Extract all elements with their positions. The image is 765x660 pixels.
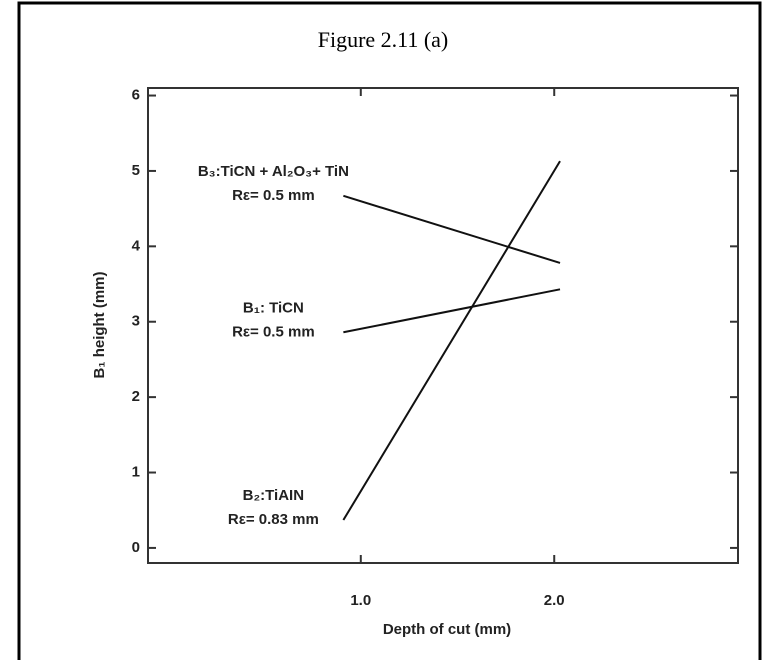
y-tick-label: 6 [132,87,140,104]
plot-area [147,87,739,564]
series-label: B₃:TiCN + Al₂O₃+ TiN [198,163,349,180]
series-label: B₁: TiCN [243,299,304,316]
series-sublabel: Rε= 0.5 mm [232,187,315,204]
series-line [342,160,561,521]
series-line [343,288,561,334]
y-tick-label: 1 [132,463,140,480]
series-line [343,194,561,264]
y-tick-label: 5 [132,162,140,179]
y-tick-label: 3 [132,313,140,330]
series-sublabel: Rε= 0.83 mm [228,511,319,528]
x-tick-label: 1.0 [350,592,371,609]
y-tick-label: 2 [132,388,140,405]
y-axis-label: B₁ height (mm) [91,271,108,378]
chart-title: Figure 2.11 (a) [318,27,449,52]
frame [17,1,762,660]
y-tick-label: 4 [132,237,141,254]
x-axis-label: Depth of cut (mm) [383,621,511,638]
y-tick-label: 0 [132,539,140,556]
series-label: B₂:TiAIN [243,487,304,504]
series-sublabel: Rε= 0.5 mm [232,323,315,340]
x-tick-label: 2.0 [544,592,565,609]
